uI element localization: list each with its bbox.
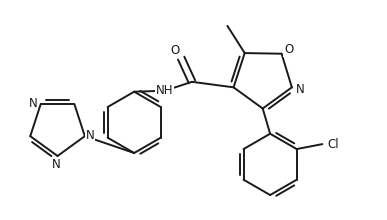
Text: O: O [171, 44, 180, 57]
Text: N: N [86, 129, 94, 142]
Text: O: O [284, 43, 293, 56]
Text: N: N [52, 158, 61, 171]
Text: N: N [29, 97, 38, 110]
Text: N: N [295, 83, 304, 96]
Text: Cl: Cl [327, 138, 339, 151]
Text: NH: NH [156, 84, 174, 97]
